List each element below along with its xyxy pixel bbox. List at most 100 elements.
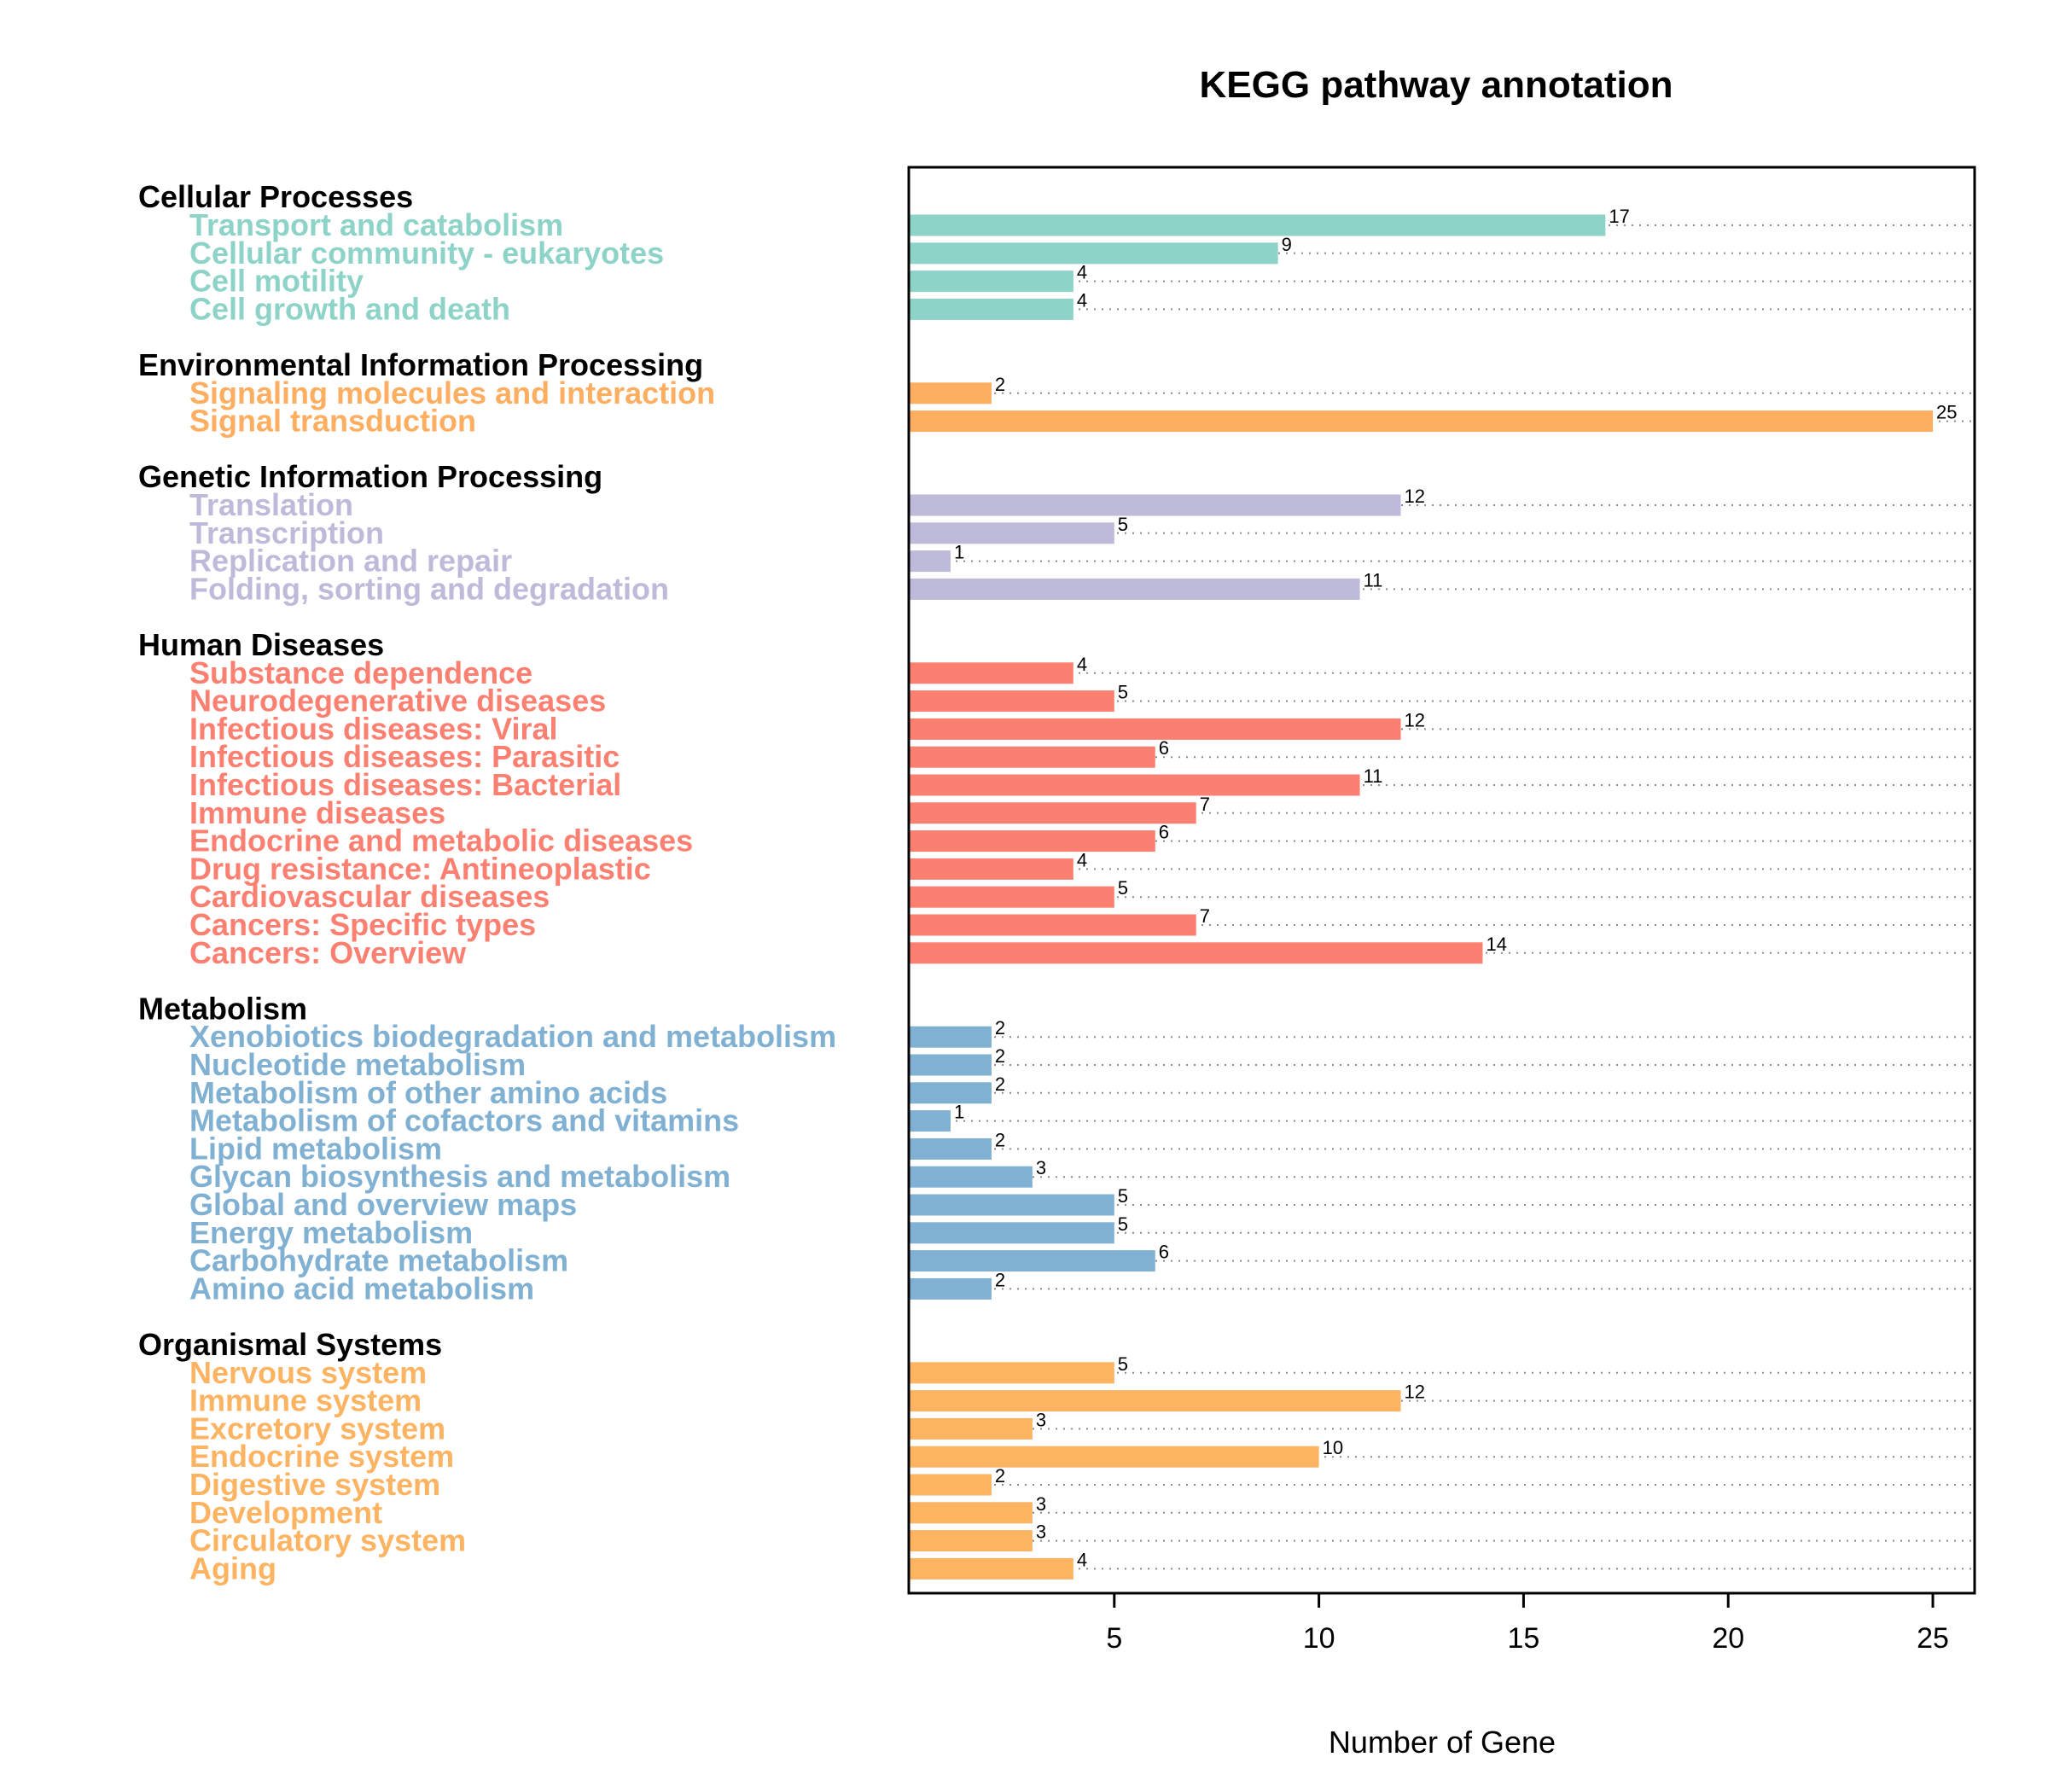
category-label: Signaling molecules and interaction — [189, 375, 715, 410]
bar — [910, 1194, 1114, 1216]
category-label: Excretory system — [189, 1411, 445, 1446]
category-label: Immune system — [189, 1383, 422, 1418]
bar — [910, 494, 1401, 516]
bar — [910, 858, 1073, 880]
bar-value-label: 5 — [1118, 1213, 1128, 1235]
category-label: Infectious diseases: Bacterial — [189, 767, 621, 802]
category-label: Cardiovascular diseases — [189, 879, 550, 914]
bar — [910, 550, 951, 573]
category-label: Cellular community - eukaryotes — [189, 236, 664, 271]
bar-value-label: 25 — [1936, 402, 1957, 423]
category-label: Digestive system — [189, 1467, 440, 1502]
bar-value-label: 5 — [1118, 1185, 1128, 1207]
category-label: Amino acid metabolism — [189, 1271, 534, 1306]
x-tick-label: 15 — [1508, 1622, 1540, 1655]
category-label: Cancers: Overview — [189, 935, 467, 970]
bar — [910, 1026, 992, 1048]
bar-value-label: 11 — [1364, 569, 1383, 591]
bar — [910, 271, 1073, 293]
group-labels-layer: Cellular Processes Environmental Informat… — [138, 179, 703, 1362]
bar-value-label: 12 — [1405, 486, 1425, 507]
category-label: Immune diseases — [189, 795, 445, 830]
plot-frame — [907, 166, 1976, 1595]
bar — [910, 1530, 1033, 1552]
bar — [910, 1502, 1033, 1524]
bar — [910, 774, 1360, 796]
bar-value-label: 2 — [995, 1017, 1005, 1039]
bar — [910, 662, 1073, 684]
bar-value-label: 5 — [1118, 1353, 1128, 1375]
bar — [910, 242, 1278, 265]
bar-value-label: 1 — [954, 1102, 964, 1123]
bar — [910, 1390, 1401, 1412]
value-labels-layer: 1794422512511145126117645714222123556251… — [954, 206, 1958, 1570]
category-label: Neurodegenerative diseases — [189, 684, 606, 719]
category-label: Metabolism of cofactors and vitamins — [189, 1103, 739, 1138]
bar — [910, 1110, 951, 1132]
category-label: Development — [189, 1495, 382, 1530]
category-label: Circulatory system — [189, 1523, 466, 1558]
bar — [910, 1166, 1033, 1188]
bar-value-label: 2 — [995, 1129, 1005, 1150]
bar — [910, 1137, 992, 1160]
bar — [910, 522, 1114, 544]
bars-layer — [910, 214, 1934, 1580]
bar — [910, 886, 1114, 908]
category-label: Xenobiotics biodegradation and metabolis… — [189, 1019, 836, 1054]
group-label: Environmental Information Processing — [138, 347, 703, 382]
group-label: Organismal Systems — [138, 1327, 442, 1362]
category-label: Transcription — [189, 515, 384, 550]
x-tick-label: 10 — [1303, 1622, 1335, 1655]
category-label: Translation — [189, 487, 353, 522]
bar — [910, 802, 1196, 824]
category-label: Global and overview maps — [189, 1187, 577, 1222]
category-label: Infectious diseases: Viral — [189, 711, 558, 746]
bar-value-label: 7 — [1200, 905, 1210, 927]
x-tick-label: 5 — [1106, 1622, 1122, 1655]
bar-value-label: 6 — [1159, 822, 1169, 843]
group-label: Metabolism — [138, 991, 307, 1026]
bar — [910, 718, 1401, 740]
bar-value-label: 4 — [1077, 849, 1087, 870]
x-tick-label: 20 — [1712, 1622, 1744, 1655]
category-label: Metabolism of other amino acids — [189, 1075, 667, 1110]
bar — [910, 1222, 1114, 1244]
bar-value-label: 4 — [1077, 289, 1087, 311]
bar — [910, 1277, 992, 1300]
bar — [910, 1362, 1114, 1384]
bar — [910, 214, 1606, 236]
bar-value-label: 3 — [1036, 1157, 1046, 1178]
category-label: Cancers: Specific types — [189, 907, 536, 942]
bar — [910, 410, 1934, 433]
bar-value-label: 5 — [1118, 514, 1128, 535]
bar-value-label: 6 — [1159, 737, 1169, 759]
bar-value-label: 3 — [1036, 1409, 1046, 1430]
bar — [910, 1417, 1033, 1440]
bar-value-label: 5 — [1118, 682, 1128, 703]
bar — [910, 690, 1114, 713]
category-label: Energy metabolism — [189, 1215, 473, 1250]
bar-value-label: 4 — [1077, 262, 1087, 283]
group-label: Cellular Processes — [138, 179, 413, 214]
bar-value-label: 14 — [1486, 934, 1506, 955]
bar — [910, 1557, 1073, 1580]
category-label: Transport and catabolism — [189, 207, 563, 242]
bar — [910, 1082, 992, 1104]
bar-value-label: 1 — [954, 542, 964, 563]
bar-value-label: 10 — [1323, 1437, 1343, 1458]
category-label: Endocrine and metabolic diseases — [189, 823, 693, 858]
bar — [910, 1054, 992, 1076]
category-label: Nervous system — [189, 1355, 427, 1390]
x-tick-label: 25 — [1917, 1622, 1949, 1655]
category-label: Drug resistance: Antineoplastic — [189, 851, 651, 886]
bar-value-label: 2 — [995, 1045, 1005, 1067]
category-label: Nucleotide metabolism — [189, 1047, 526, 1082]
bar-value-label: 2 — [995, 1269, 1005, 1290]
bar-value-label: 9 — [1282, 234, 1292, 255]
category-label: Cell growth and death — [189, 291, 510, 326]
bar — [910, 578, 1360, 600]
bar — [910, 1250, 1155, 1272]
chart-title: KEGG pathway annotation — [1200, 64, 1673, 106]
